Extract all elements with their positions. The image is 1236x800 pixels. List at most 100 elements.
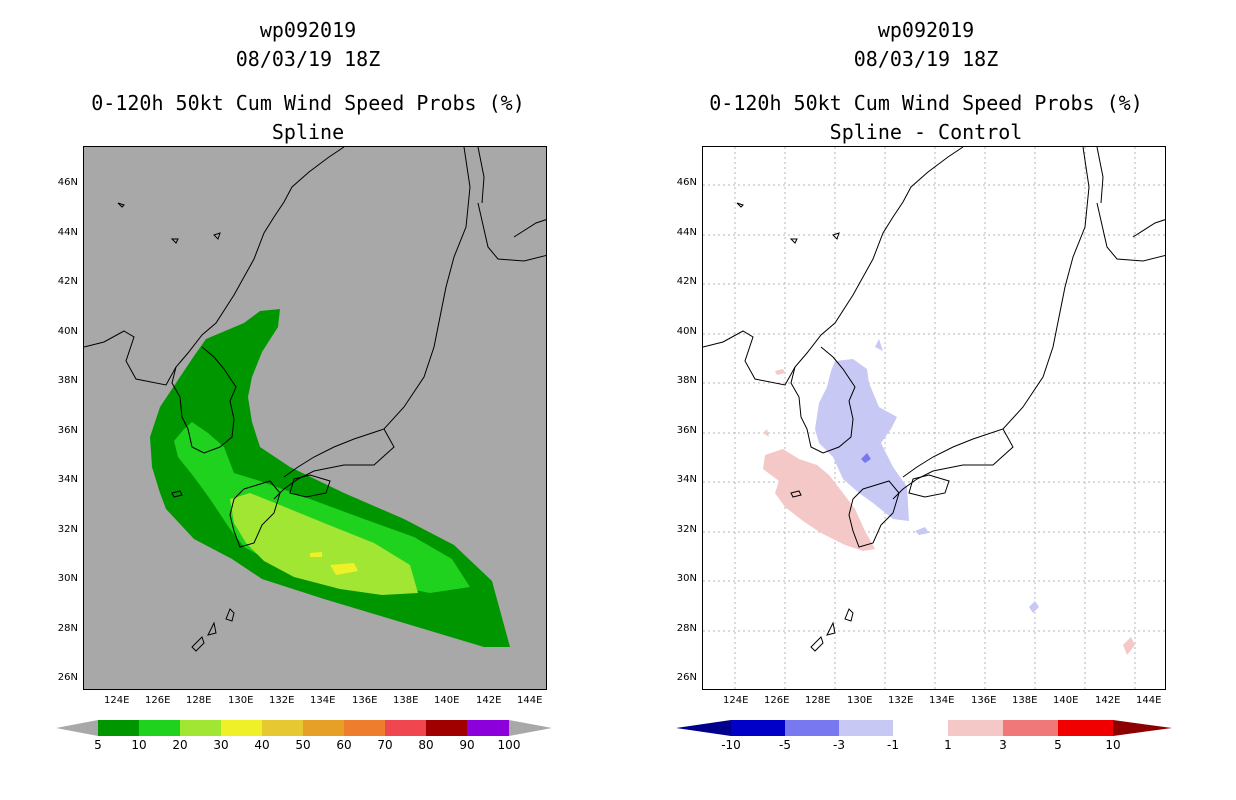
left-map-svg [84, 147, 546, 652]
colorbar-label: 90 [459, 738, 475, 752]
lat-label: 38N [676, 375, 697, 386]
lat-label: 28N [57, 623, 78, 634]
lon-label: 126E [145, 695, 171, 706]
diff-negative-spot [861, 453, 871, 463]
lat-label: 30N [676, 573, 697, 584]
ryukyu-3 [191, 636, 205, 652]
lon-label: 138E [393, 695, 419, 706]
lat-label: 26N [57, 672, 78, 683]
coastlines-right [703, 147, 1165, 652]
left-colorbar-swatch [344, 720, 385, 736]
lat-label: 30N [57, 573, 78, 584]
colorbar-label: 100 [497, 738, 521, 752]
colorbar-label: 40 [254, 738, 270, 752]
lat-label: 34N [57, 474, 78, 485]
lat-label: 34N [676, 474, 697, 485]
prob-contour-30-a [330, 563, 358, 575]
korea-peninsula [171, 346, 237, 454]
right-colorbar-swatch [948, 720, 1003, 736]
right-colorbar [676, 720, 1172, 736]
lat-label: 40N [57, 326, 78, 337]
lat-label: 42N [676, 276, 697, 287]
left-title-line4: Spline [271, 120, 345, 144]
asia-mainland-coast [84, 147, 345, 386]
left-map-panel [83, 146, 547, 690]
left-colorbar-swatch [262, 720, 303, 736]
grid-lines [703, 147, 1165, 689]
lon-label: 128E [186, 695, 212, 706]
lon-label: 132E [269, 695, 295, 706]
right-colorbar-high-arrow [1113, 720, 1172, 736]
right-colorbar-low-arrow [676, 720, 731, 736]
colorbar-label: 30 [213, 738, 229, 752]
right-map-panel [702, 146, 1166, 690]
right-colorbar-swatch [731, 720, 785, 736]
lon-label: 134E [310, 695, 336, 706]
lon-label: 128E [805, 695, 831, 706]
diff-negative-4 [915, 527, 929, 535]
hokkaido [477, 202, 546, 262]
lat-label: 28N [676, 623, 697, 634]
lat-label: 42N [57, 276, 78, 287]
left-colorbar-swatch [221, 720, 262, 736]
right-title-line2: 08/03/19 18Z [853, 47, 999, 71]
lon-label: 124E [104, 695, 130, 706]
diff-negative-main [815, 359, 909, 521]
lat-label: 46N [57, 177, 78, 188]
left-title-line1: wp092019 [259, 18, 357, 42]
right-map-svg [703, 147, 1165, 689]
lon-label: 124E [723, 695, 749, 706]
lon-label: 136E [352, 695, 378, 706]
lat-label: 36N [676, 425, 697, 436]
lat-label: 32N [57, 524, 78, 535]
colorbar-label: -10 [721, 738, 741, 752]
diff-positive-3 [763, 429, 769, 437]
lon-label: 130E [228, 695, 254, 706]
colorbar-label: -3 [833, 738, 845, 752]
colorbar-label: 50 [295, 738, 311, 752]
right-colorbar-swatch [1058, 720, 1113, 736]
lon-label: 134E [929, 695, 955, 706]
lat-label: 44N [676, 227, 697, 238]
coastlines [84, 147, 546, 652]
diff-positive-2 [1123, 637, 1135, 655]
diff-negative-3 [1029, 601, 1039, 613]
lat-label: 40N [676, 326, 697, 337]
prob-contour-10 [174, 422, 470, 593]
left-colorbar [56, 720, 552, 736]
lon-label: 138E [1012, 695, 1038, 706]
left-colorbar-swatch [98, 720, 139, 736]
colorbar-label: 5 [94, 738, 102, 752]
lat-label: 32N [676, 524, 697, 535]
left-colorbar-low-arrow [56, 720, 98, 736]
diff-positive-main [763, 449, 875, 551]
left-colorbar-swatch [426, 720, 467, 736]
small-island-3 [213, 232, 221, 240]
right-colorbar-swatch [1003, 720, 1058, 736]
lon-label: 140E [1053, 695, 1079, 706]
left-colorbar-swatch [467, 720, 509, 736]
colorbar-label: 10 [1105, 738, 1121, 752]
colorbar-label: 60 [336, 738, 352, 752]
lat-label: 38N [57, 375, 78, 386]
left-title-line3: 0-120h 50kt Cum Wind Speed Probs (%) [91, 91, 525, 115]
lon-label: 140E [434, 695, 460, 706]
colorbar-label: -1 [887, 738, 899, 752]
colorbar-label: 5 [1054, 738, 1062, 752]
lat-label: 36N [57, 425, 78, 436]
colorbar-label: 1 [944, 738, 952, 752]
lon-label: 142E [1095, 695, 1121, 706]
lat-label: 26N [676, 672, 697, 683]
left-colorbar-high-arrow [509, 720, 552, 736]
right-colorbar-swatch [893, 720, 948, 736]
right-title-line1: wp092019 [877, 18, 975, 42]
prob-contour-30-b [310, 552, 322, 557]
lon-label: 130E [847, 695, 873, 706]
colorbar-label: 20 [172, 738, 188, 752]
lat-label: 44N [57, 227, 78, 238]
left-colorbar-swatch [303, 720, 344, 736]
lon-label: 144E [1136, 695, 1162, 706]
japan-kyushu [229, 480, 281, 548]
prob-contour-20 [230, 493, 418, 595]
sakhalin [477, 147, 485, 204]
